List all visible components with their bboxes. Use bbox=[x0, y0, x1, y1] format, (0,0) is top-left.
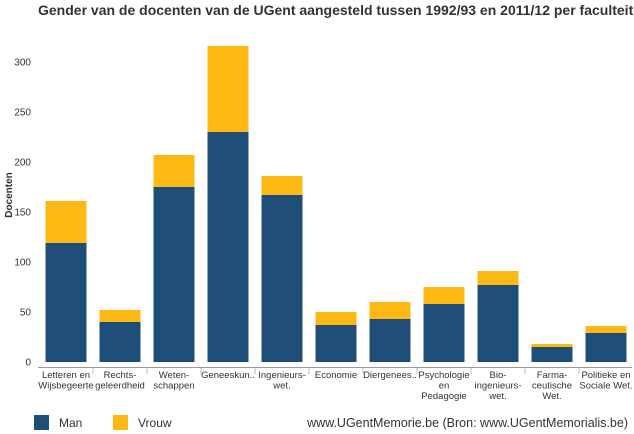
y-tick-label: 200 bbox=[14, 158, 31, 169]
bar-vrouw bbox=[369, 302, 411, 319]
x-tick-label: Farma-ceutische Wet. bbox=[532, 370, 572, 402]
x-axis-labels: Letteren en WijsbegeerteRechts-geleerdhei… bbox=[38, 370, 632, 402]
y-tick-label: 150 bbox=[14, 208, 31, 219]
y-tick-label: 0 bbox=[25, 358, 31, 369]
y-axis-ticks: 0 50 100 150 200 250 300 bbox=[14, 58, 31, 369]
y-tick-label: 300 bbox=[14, 58, 31, 69]
bar-vrouw bbox=[207, 46, 249, 132]
x-tick-label: Letteren en Wijsbegeerte bbox=[38, 370, 93, 392]
legend-man-label: Man bbox=[59, 415, 83, 430]
bar-vrouw bbox=[153, 155, 195, 187]
bar-vrouw bbox=[315, 312, 357, 325]
x-tick-label: Psychologie en Pedagogie bbox=[418, 370, 469, 402]
bar-man bbox=[585, 333, 627, 362]
x-tick-label: Geneeskun.. bbox=[201, 370, 255, 381]
bar-vrouw bbox=[99, 310, 141, 322]
x-tick-label: Economie bbox=[315, 370, 357, 381]
y-axis-label: Docenten bbox=[4, 172, 15, 218]
bar-man bbox=[207, 132, 249, 362]
bar-vrouw bbox=[45, 201, 87, 243]
bar-man bbox=[531, 347, 573, 362]
bar-vrouw bbox=[261, 176, 303, 195]
bar-man bbox=[369, 319, 411, 362]
legend-man: Man bbox=[34, 415, 82, 430]
chart-title: Gender van de docenten van de UGent aang… bbox=[38, 2, 634, 18]
y-tick-label: 100 bbox=[14, 258, 31, 269]
x-tick-label: Ingenieurs-wet. bbox=[258, 370, 306, 392]
x-tick-label: Bio-ingenieurs-wet. bbox=[475, 370, 522, 402]
x-tick-label: Politieke en Sociale Wet. bbox=[579, 370, 632, 392]
bar-man bbox=[477, 285, 519, 362]
y-tick-label: 250 bbox=[14, 108, 31, 119]
bar-man bbox=[45, 243, 87, 362]
legend-vrouw: Vrouw bbox=[113, 415, 172, 430]
x-tick-label: Rechts-geleerdheid bbox=[95, 370, 145, 392]
bar-vrouw bbox=[423, 287, 465, 304]
bar-man bbox=[153, 187, 195, 362]
bars bbox=[45, 46, 627, 374]
x-tick-label: Weten-schappen bbox=[153, 370, 194, 392]
legend-man-swatch bbox=[34, 415, 49, 430]
bar-man bbox=[99, 322, 141, 362]
bar-vrouw bbox=[477, 271, 519, 285]
bar-vrouw bbox=[531, 344, 573, 347]
legend-vrouw-label: Vrouw bbox=[138, 415, 172, 430]
x-tick-label: Diergenees.. bbox=[363, 370, 417, 381]
y-tick-label: 50 bbox=[20, 308, 32, 319]
bar-man bbox=[423, 304, 465, 362]
bar-man bbox=[261, 195, 303, 362]
source-credit: www.UGentMemorie.be (Bron: www.UGentMemo… bbox=[307, 416, 628, 430]
legend-vrouw-swatch bbox=[113, 415, 128, 430]
bar-man bbox=[315, 325, 357, 362]
bar-vrouw bbox=[585, 326, 627, 333]
